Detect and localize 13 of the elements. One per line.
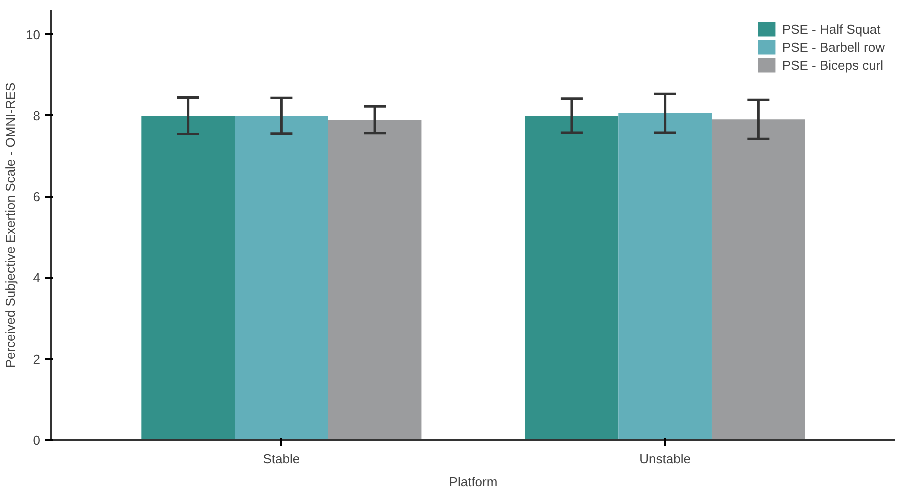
- legend-label: PSE - Biceps curl: [782, 56, 884, 74]
- x-axis-title: Platform: [449, 474, 498, 490]
- legend-label: PSE - Half Squat: [782, 20, 881, 38]
- y-axis-title: Perceived Subjective Exertion Scale - OMNI-RES: [3, 82, 18, 368]
- legend-label: PSE - Barbell row: [782, 38, 885, 56]
- x-tick-label: Stable: [263, 452, 300, 466]
- x-tick-label: Unstable: [640, 452, 691, 466]
- y-tick-label: 2: [33, 352, 41, 367]
- y-tick-label: 0: [33, 433, 41, 448]
- y-tick-label: 8: [33, 108, 41, 124]
- y-tick-label: 6: [33, 190, 41, 205]
- y-tick-label: 10: [26, 27, 41, 42]
- y-tick-label: 4: [33, 270, 41, 286]
